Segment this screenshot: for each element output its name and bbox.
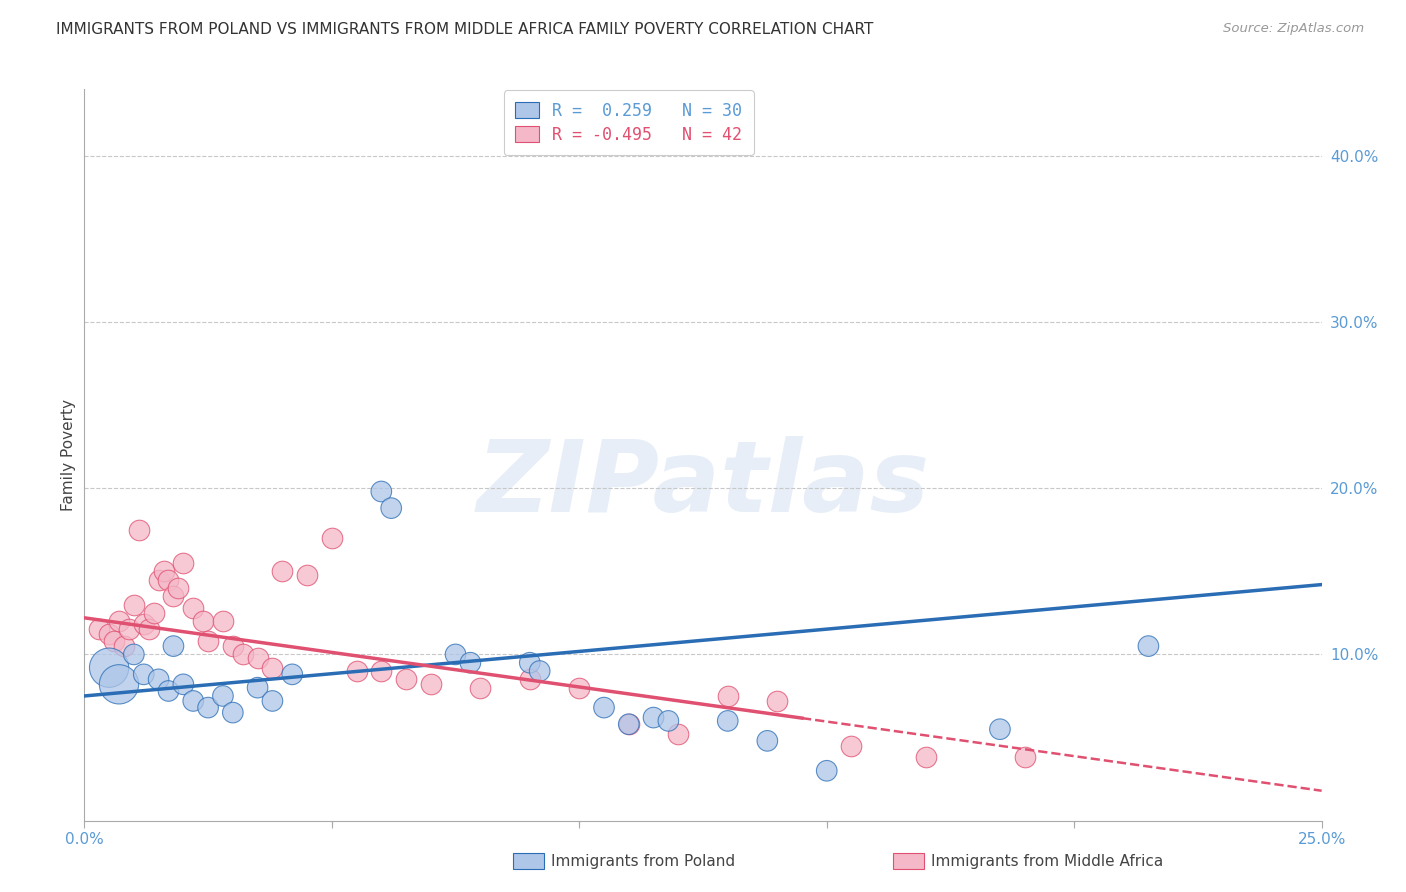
Point	[370, 484, 392, 499]
Point	[138, 623, 160, 637]
Point	[419, 677, 441, 691]
Point	[370, 664, 392, 678]
Point	[321, 531, 343, 545]
Point	[191, 614, 214, 628]
Point	[1137, 639, 1160, 653]
Point	[98, 661, 121, 675]
Point	[529, 664, 551, 678]
Point	[212, 689, 235, 703]
Point	[148, 673, 170, 687]
Point	[643, 710, 665, 724]
Point	[108, 677, 131, 691]
Point	[568, 681, 591, 695]
Point	[157, 573, 180, 587]
Point	[519, 673, 541, 687]
Point	[222, 639, 245, 653]
Point	[112, 639, 135, 653]
Point	[142, 606, 165, 620]
Point	[89, 623, 111, 637]
Point	[181, 694, 204, 708]
Point	[1014, 750, 1036, 764]
Point	[593, 700, 616, 714]
Point	[167, 581, 190, 595]
Point	[108, 614, 131, 628]
Point	[766, 694, 789, 708]
Point	[717, 714, 740, 728]
Point	[197, 634, 219, 648]
Point	[222, 706, 245, 720]
Point	[197, 700, 219, 714]
Point	[262, 694, 284, 708]
Point	[246, 681, 269, 695]
Point	[132, 617, 155, 632]
Text: ZIPatlas: ZIPatlas	[477, 435, 929, 533]
Point	[519, 656, 541, 670]
Point	[395, 673, 418, 687]
Point	[246, 650, 269, 665]
Point	[380, 501, 402, 516]
Point	[181, 600, 204, 615]
Point	[98, 627, 121, 641]
Point	[460, 656, 482, 670]
Point	[988, 723, 1011, 737]
Point	[162, 639, 184, 653]
Point	[172, 677, 194, 691]
Legend: R =  0.259   N = 30, R = -0.495   N = 42: R = 0.259 N = 30, R = -0.495 N = 42	[503, 90, 754, 155]
Point	[617, 717, 640, 731]
Point	[295, 567, 318, 582]
Point	[152, 564, 174, 578]
Point	[815, 764, 838, 778]
Point	[122, 648, 145, 662]
Point	[122, 598, 145, 612]
Point	[841, 739, 863, 753]
Point	[128, 523, 150, 537]
Point	[148, 573, 170, 587]
Point	[914, 750, 936, 764]
Text: Immigrants from Poland: Immigrants from Poland	[551, 855, 735, 869]
Point	[756, 734, 779, 748]
Point	[262, 661, 284, 675]
Y-axis label: Family Poverty: Family Poverty	[60, 399, 76, 511]
Point	[157, 684, 180, 698]
Point	[212, 614, 235, 628]
Text: Source: ZipAtlas.com: Source: ZipAtlas.com	[1223, 22, 1364, 36]
Point	[717, 689, 740, 703]
Point	[657, 714, 679, 728]
Point	[162, 589, 184, 603]
Point	[118, 623, 141, 637]
Point	[281, 667, 304, 681]
Point	[103, 634, 125, 648]
Point	[444, 648, 467, 662]
Text: Immigrants from Middle Africa: Immigrants from Middle Africa	[931, 855, 1163, 869]
Text: IMMIGRANTS FROM POLAND VS IMMIGRANTS FROM MIDDLE AFRICA FAMILY POVERTY CORRELATI: IMMIGRANTS FROM POLAND VS IMMIGRANTS FRO…	[56, 22, 873, 37]
Point	[232, 648, 254, 662]
Point	[271, 564, 294, 578]
Point	[470, 681, 492, 695]
Point	[666, 727, 689, 741]
Point	[172, 556, 194, 570]
Point	[617, 717, 640, 731]
Point	[132, 667, 155, 681]
Point	[346, 664, 368, 678]
